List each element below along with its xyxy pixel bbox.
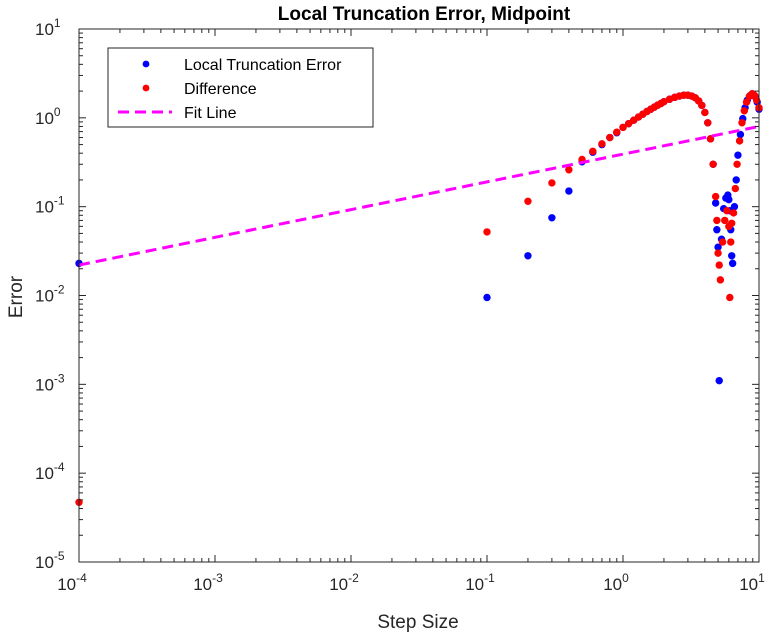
x-axis-label: Step Size [377,612,458,633]
difference-point [701,108,709,117]
lte-point [565,187,573,195]
y-tick-exponent: -3 [54,371,65,385]
difference-point [624,119,633,128]
difference-point [698,101,706,110]
difference-point [752,96,761,104]
difference-point [714,249,722,257]
difference-point [711,192,720,201]
difference-point [704,119,712,127]
legend-box [107,47,374,128]
difference-point [738,119,746,127]
lte-point [711,199,720,207]
difference-point [726,293,734,302]
y-tick-exponent: 1 [54,16,61,30]
lte-point [524,252,532,260]
x-tick-exponent: -3 [212,571,223,585]
y-tick-exponent: -1 [54,194,65,208]
x-tick-exponent: -4 [76,571,87,585]
difference-point [565,166,573,174]
x-tick-exponent: -2 [348,571,359,585]
lte-point [734,151,742,159]
legend: Local Truncation Error Difference Fit Line [107,47,374,128]
difference-point [548,179,556,187]
lte-point [728,259,737,268]
difference-point [735,137,744,145]
legend-entry-label: Local Truncation Error [184,57,342,74]
y-axis-label: Error [6,275,27,318]
y-tick-exponent: -2 [54,283,65,297]
x-tick-exponent: -1 [484,571,495,585]
lte-point [730,202,739,211]
difference-point [589,147,597,156]
lte-point [483,293,491,302]
legend-entry-label: Fit Line [184,105,237,122]
difference-point [728,219,736,227]
difference-point [598,140,606,148]
lte-point [713,226,721,234]
lte-point [725,195,733,204]
difference-point [619,123,627,132]
difference-point [613,128,621,136]
difference-point [715,261,723,269]
y-tick-exponent: -4 [54,460,65,474]
chart-title: Local Truncation Error, Midpoint [278,4,571,25]
lte-point [732,176,740,184]
fit-line [78,124,760,267]
difference-point [733,160,741,168]
difference-point [740,107,749,115]
difference-point [713,216,721,225]
difference-point [716,276,725,284]
legend-marker-swatch [142,60,150,68]
difference-point [727,238,735,246]
difference-point [731,184,740,193]
difference-point [483,228,491,236]
difference-point [729,209,738,217]
lte-point [728,252,736,260]
lte-point [548,214,556,222]
difference-point [718,238,727,246]
difference-point [721,216,729,225]
series-2 [78,124,760,267]
y-tick-exponent: -5 [54,549,65,563]
lte-point [715,376,723,385]
difference-point [709,160,717,168]
difference-point [524,197,532,205]
x-tick-exponent: 0 [622,571,629,585]
difference-point [606,133,614,142]
legend-entry-label: Difference [184,81,257,98]
y-tick-exponent: 0 [54,105,61,119]
difference-point [742,98,751,106]
difference-point [723,207,731,215]
legend-marker-swatch [142,84,150,92]
x-tick-exponent: 1 [758,571,765,585]
